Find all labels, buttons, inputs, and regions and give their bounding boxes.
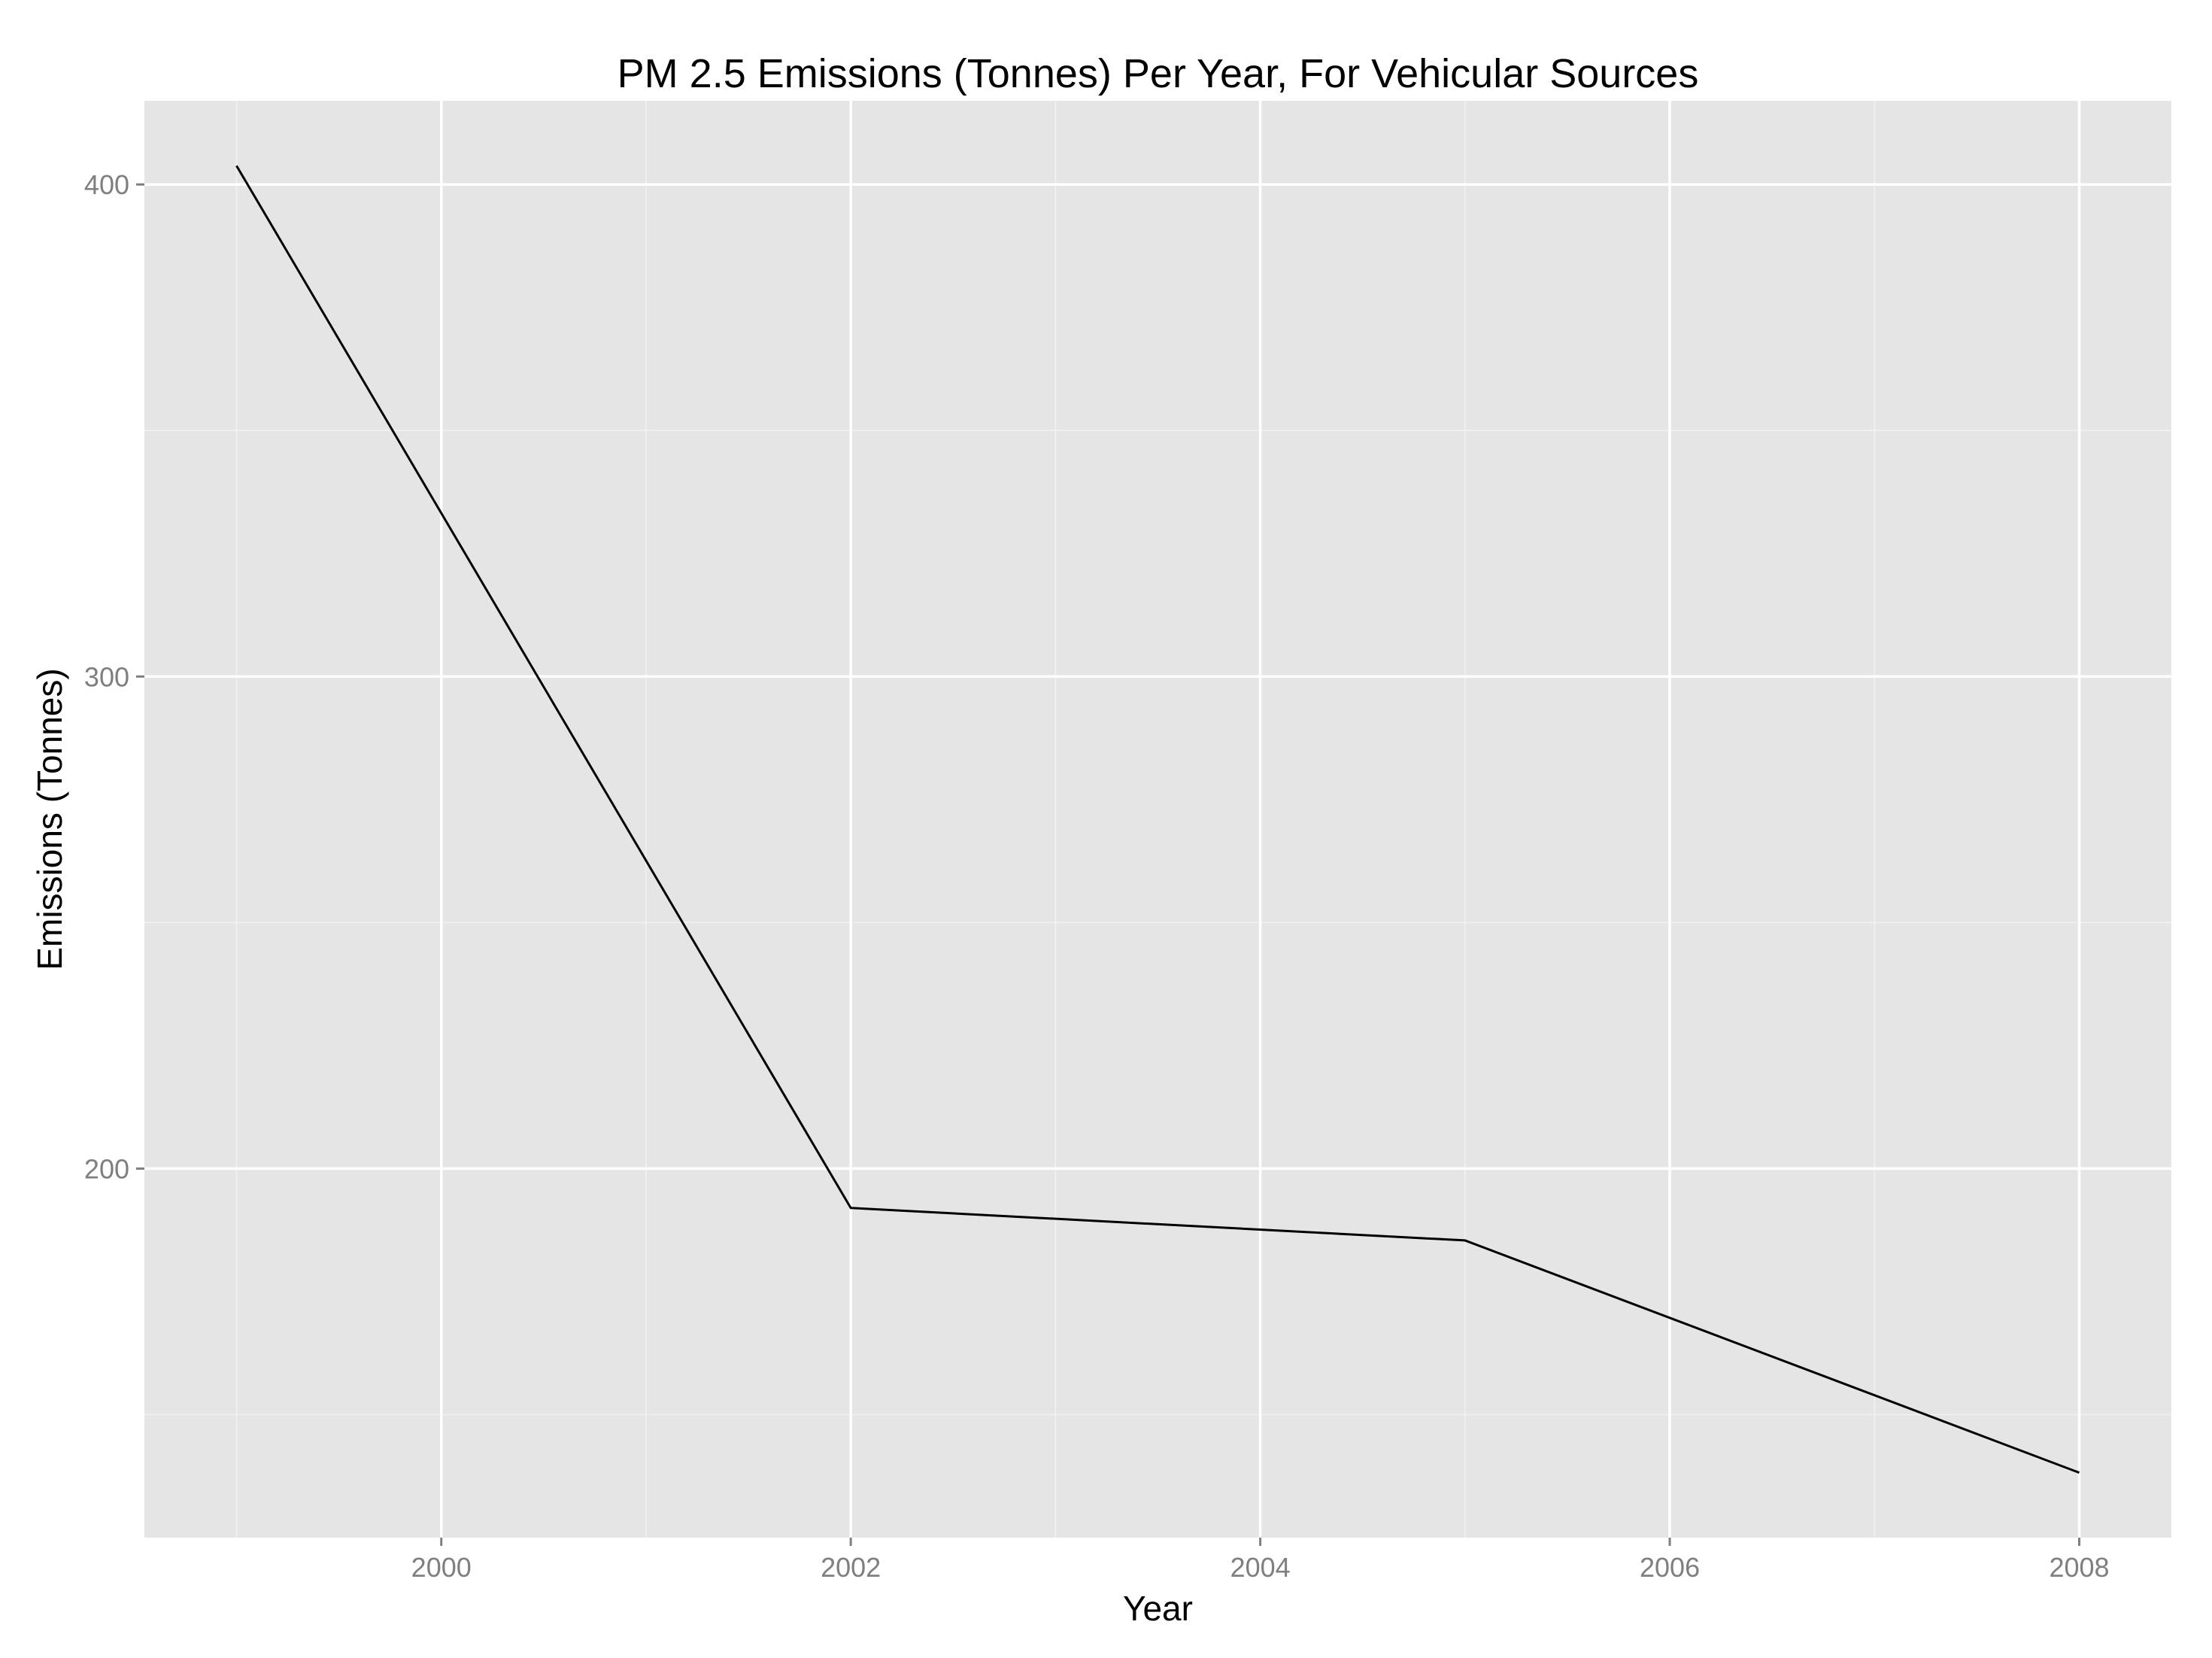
minor-gridlines	[144, 101, 2171, 1538]
x-tick-label: 2002	[821, 1552, 881, 1583]
x-tick-label: 2004	[1230, 1552, 1291, 1583]
y-tick-label: 200	[84, 1153, 129, 1184]
series-layer	[235, 165, 2080, 1474]
x-tick-label: 2008	[2049, 1552, 2109, 1583]
y-axis: 200 300 400	[84, 169, 144, 1184]
x-tick-label: 2006	[1640, 1552, 1700, 1583]
y-tick-label: 400	[84, 169, 129, 200]
x-tick-label: 2000	[411, 1552, 472, 1583]
y-tick-label: 300	[84, 661, 129, 692]
x-axis-title: Year	[1123, 1589, 1193, 1628]
x-axis: 2000 2002 2004 2006 2008	[411, 1538, 2110, 1583]
plot-panel	[144, 101, 2171, 1538]
y-axis-title: Emissions (Tonnes)	[30, 668, 69, 970]
major-gridlines	[144, 101, 2171, 1538]
series-line-0	[235, 165, 2080, 1474]
chart-title: PM 2.5 Emissions (Tonnes) Per Year, For …	[617, 51, 1699, 96]
